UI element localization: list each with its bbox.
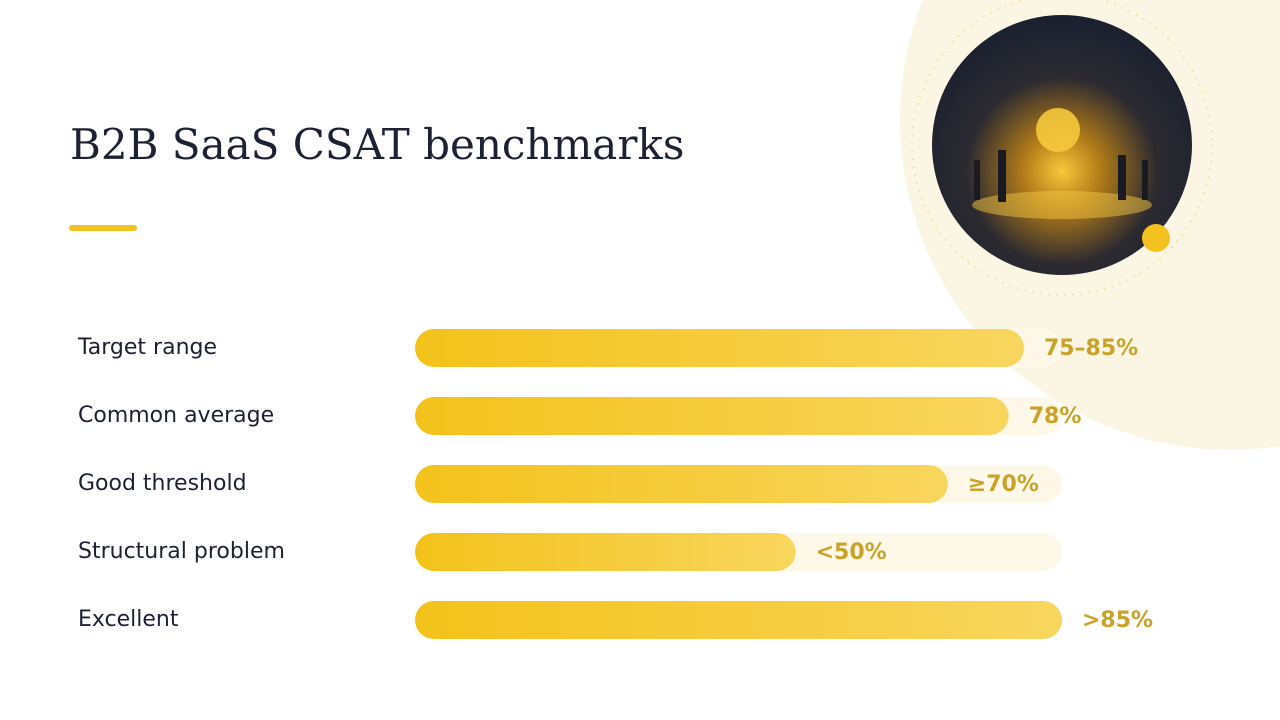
bar xyxy=(415,397,1009,435)
value-label: <50% xyxy=(816,540,887,565)
value-label: 75–85% xyxy=(1044,336,1138,361)
value-label: 78% xyxy=(1029,404,1082,429)
accent-dot xyxy=(1142,224,1170,252)
chart-title: B2B SaaS CSAT benchmarks xyxy=(70,120,684,169)
bar xyxy=(415,329,1024,367)
bar xyxy=(415,533,796,571)
category-label: Target range xyxy=(77,335,217,360)
value-label: >85% xyxy=(1082,608,1153,633)
category-label: Structural problem xyxy=(78,539,285,564)
dotted-ring xyxy=(911,0,1213,296)
bar xyxy=(415,465,948,503)
category-label: Common average xyxy=(78,403,274,428)
category-label: Excellent xyxy=(78,607,179,632)
category-label: Good threshold xyxy=(78,471,247,496)
value-label: ≥70% xyxy=(968,472,1039,497)
bar xyxy=(415,601,1062,639)
title-underline xyxy=(69,225,137,231)
plot: Target range 75–85% Common average 78% Good … xyxy=(77,329,1153,639)
